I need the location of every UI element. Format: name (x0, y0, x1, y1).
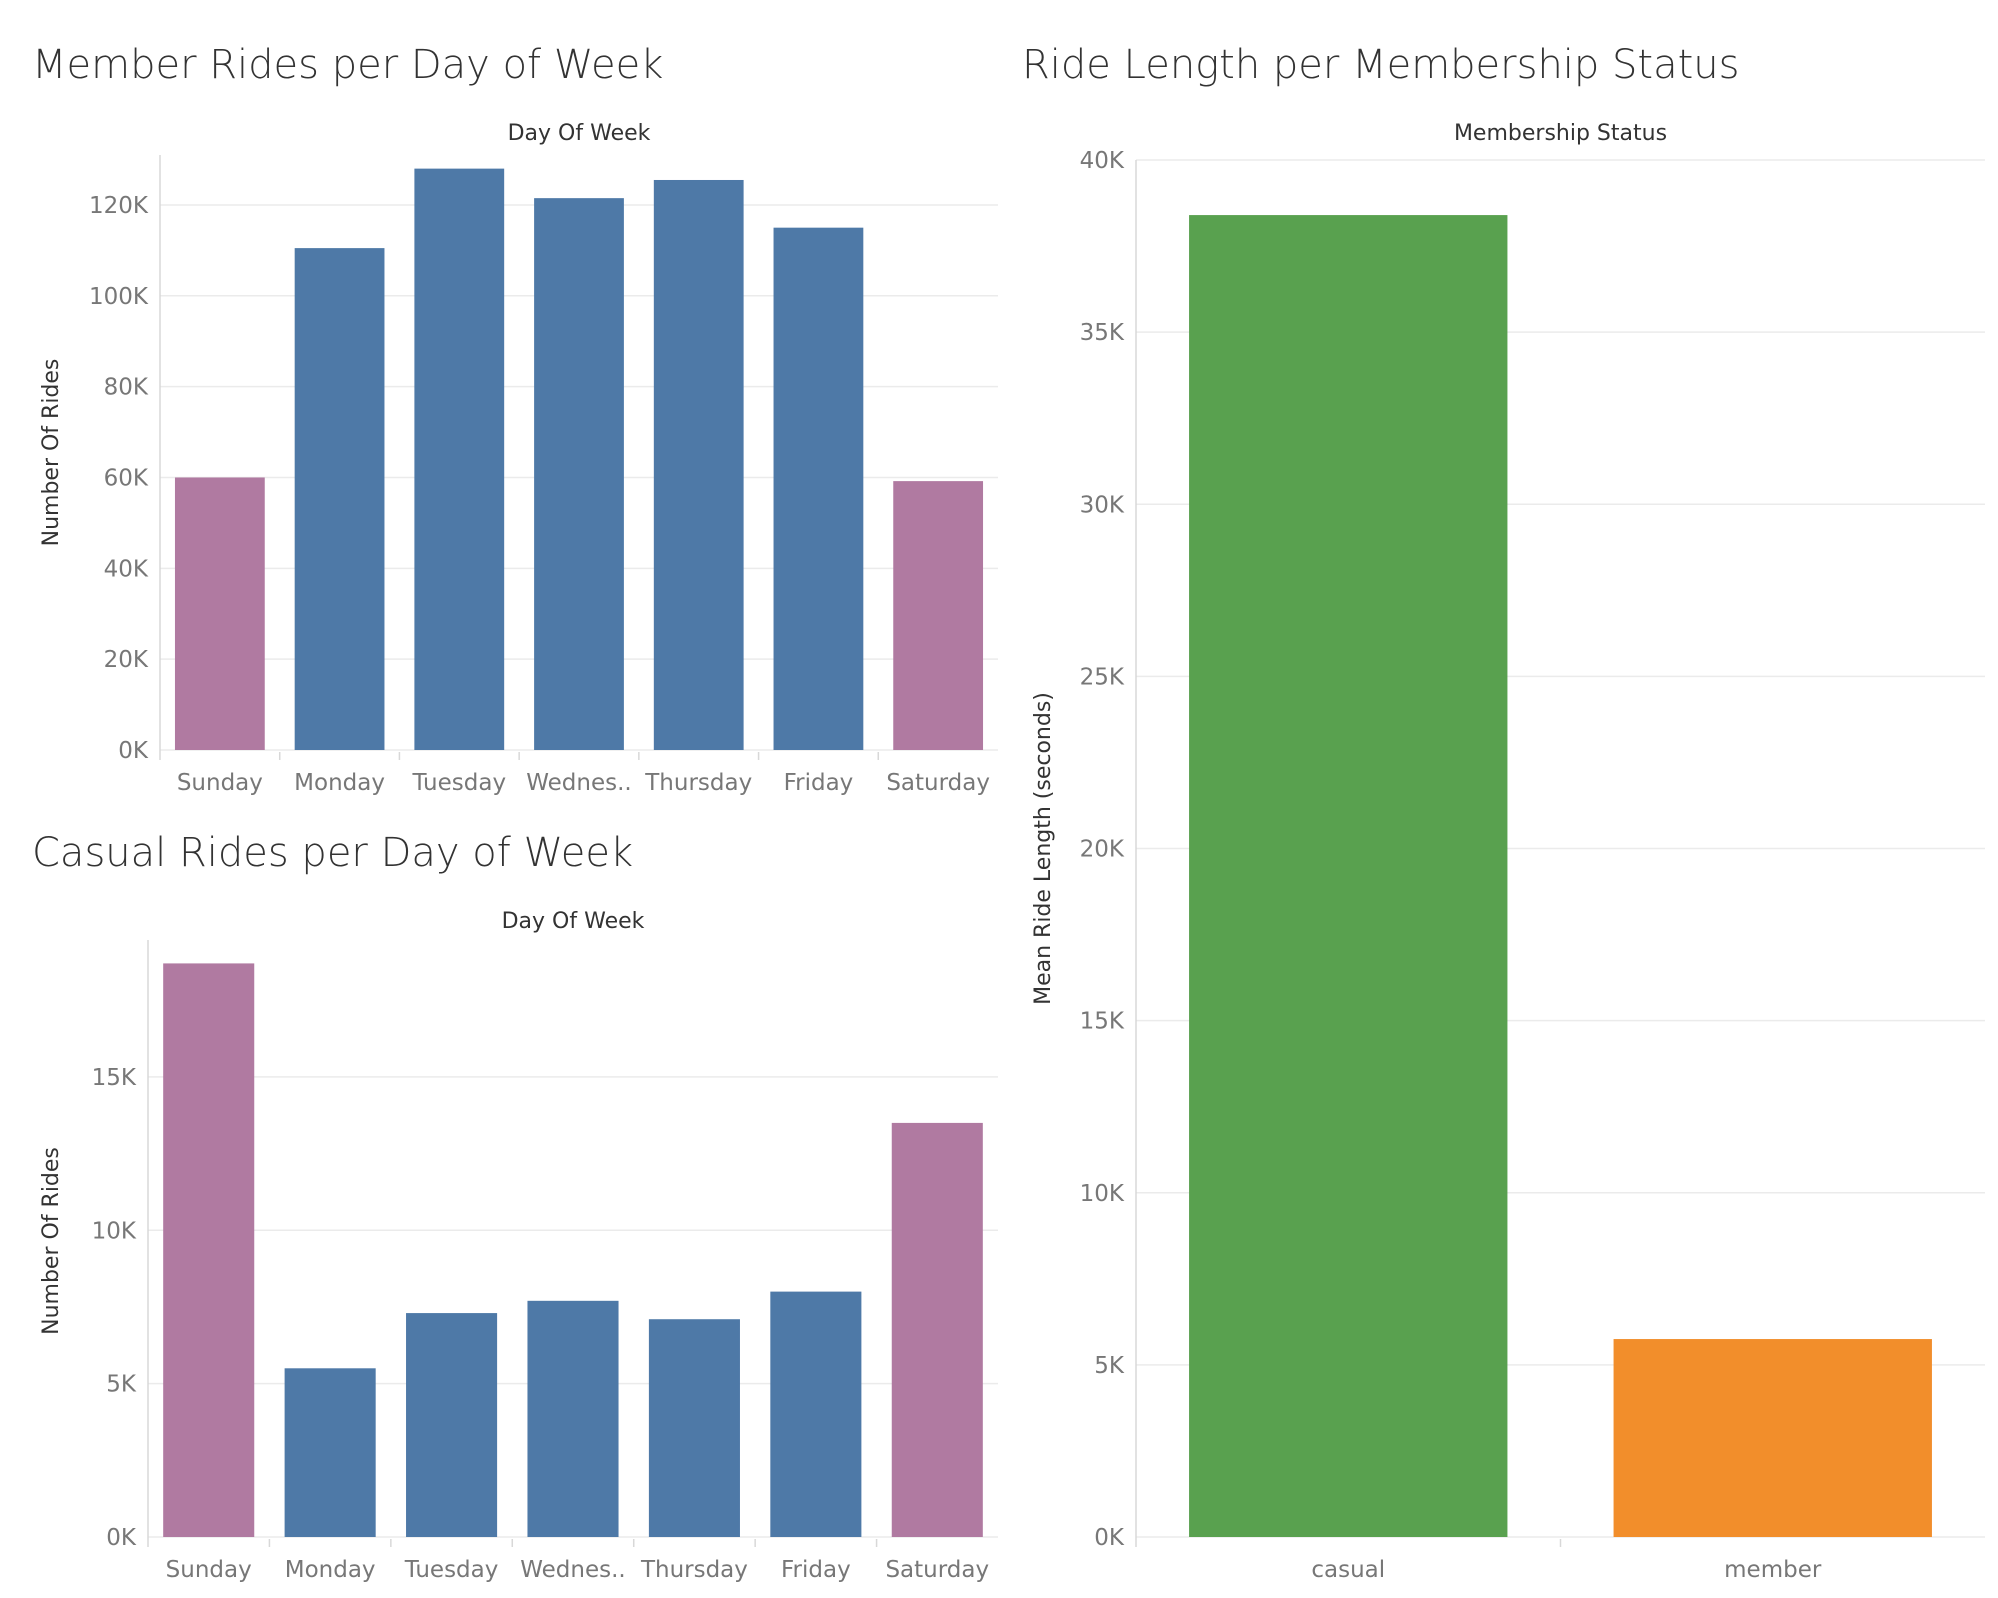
y-tick-label: 15K (1080, 1009, 1125, 1035)
x-tick-label: casual (1311, 1557, 1385, 1583)
x-tick-label: Tuesday (404, 1557, 499, 1583)
x-tick-label: Wednes.. (520, 1557, 625, 1583)
y-tick-label: 35K (1080, 320, 1125, 346)
x-tick-label: Friday (784, 770, 854, 796)
y-tick-label: 20K (104, 647, 149, 673)
y-tick-label: 5K (1094, 1353, 1125, 1379)
y-tick-label: 0K (106, 1525, 137, 1551)
x-tick-label: Thursday (640, 1557, 748, 1583)
y-tick-label: 10K (1080, 1181, 1125, 1207)
x-tick-label: Thursday (644, 770, 752, 796)
bar (1189, 215, 1508, 1538)
y-tick-label: 5K (106, 1372, 137, 1398)
x-tick-label: Saturday (885, 1557, 989, 1583)
x-tick-label: Sunday (166, 1557, 252, 1583)
bar (163, 963, 255, 1537)
x-tick-label: Wednes.. (526, 770, 631, 796)
bar (534, 198, 624, 750)
y-tick-label: 80K (104, 375, 149, 401)
bar (770, 1291, 862, 1537)
bar (773, 227, 864, 750)
bar (891, 1122, 983, 1537)
y-tick-label: 40K (1080, 148, 1125, 174)
bar (284, 1368, 376, 1537)
y-tick-label: 40K (104, 556, 149, 582)
x-axis-header: Membership Status (1454, 121, 1667, 146)
casual-rides-chart: 0K 5K 10K 15K Day Of Week Number Of Rides Sund… (39, 909, 998, 1583)
y-tick-label: 15K (92, 1065, 137, 1091)
x-axis-header: Day Of Week (508, 121, 651, 146)
y-axis-label: Mean Ride Length (seconds) (1031, 692, 1056, 1005)
x-tick-label: Monday (294, 770, 385, 796)
bar (893, 481, 984, 750)
y-tick-label: 25K (1080, 664, 1125, 690)
y-tick-label: 20K (1080, 837, 1125, 863)
ride-length-title: Ride Length per Membership Status (1022, 42, 1740, 88)
y-axis-label: Number Of Rides (39, 1147, 64, 1335)
casual-rides-title: Casual Rides per Day of Week (32, 830, 634, 876)
bar (294, 248, 385, 750)
x-axis-header: Day Of Week (502, 909, 645, 934)
bar (1613, 1339, 1932, 1537)
bar (527, 1300, 619, 1537)
member-rides-chart: 0K 20K 40K 60K 80K 100K 120K Day Of Week Number … (39, 121, 998, 796)
x-tick-label: Monday (285, 1557, 376, 1583)
bar (653, 179, 744, 751)
y-axis-label: Number Of Rides (39, 359, 64, 547)
x-tick-label: Sunday (177, 770, 263, 796)
x-tick-label: Tuesday (411, 770, 506, 796)
x-tick-label: member (1724, 1557, 1822, 1583)
y-tick-label: 0K (118, 738, 149, 764)
y-tick-label: 0K (1094, 1525, 1125, 1551)
y-tick-label: 100K (89, 284, 149, 310)
bar (406, 1313, 498, 1537)
y-tick-label: 120K (89, 193, 149, 219)
y-tick-label: 30K (1080, 492, 1125, 518)
x-tick-label: Saturday (886, 770, 990, 796)
bar (414, 168, 505, 750)
member-rides-title: Member Rides per Day of Week (32, 42, 664, 88)
bar (174, 477, 265, 750)
y-tick-label: 10K (92, 1218, 137, 1244)
bar (648, 1319, 740, 1537)
x-tick-label: Friday (781, 1557, 851, 1583)
y-tick-label: 60K (104, 465, 149, 491)
